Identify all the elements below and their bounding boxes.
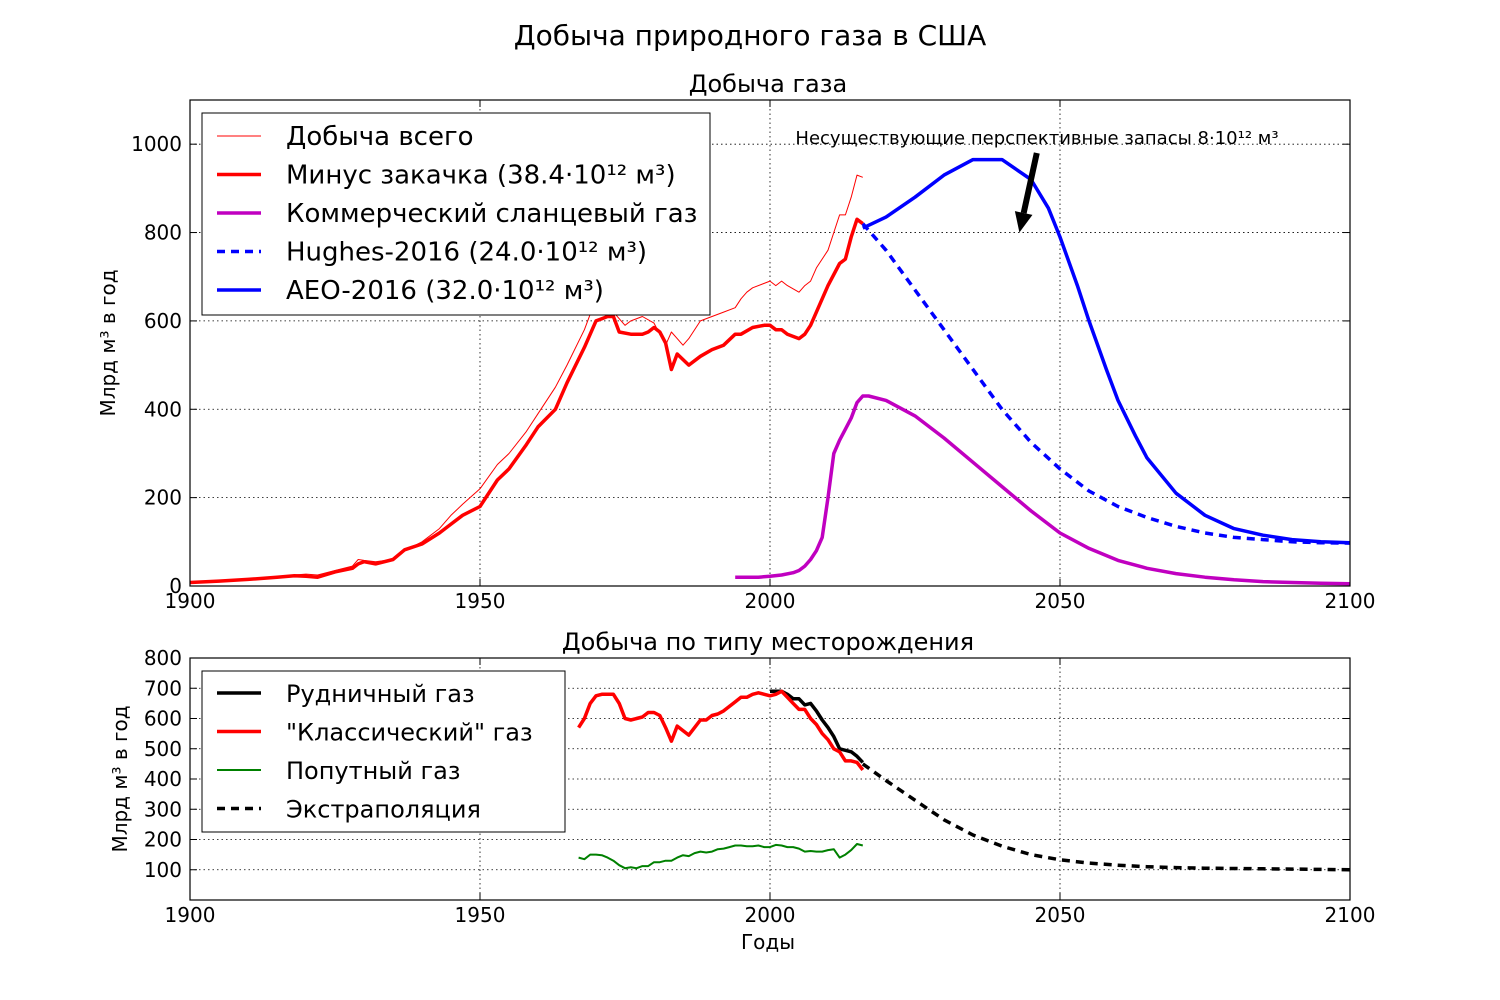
legend-label-3: Hughes-2016 (24.0·10¹² м³) [286, 238, 647, 268]
x-tick-label: 2100 [1325, 589, 1376, 613]
legend-label-0: Рудничный газ [286, 680, 475, 708]
y-tick-label: 0 [169, 574, 182, 598]
legend-label-0: Добыча всего [286, 122, 474, 152]
y-tick-label: 200 [144, 828, 182, 852]
series-production-4-line [862, 157, 1351, 545]
legend-frame-production [201, 112, 711, 316]
x-tick-label: 1900 [165, 903, 216, 927]
ticks-field-type: 1900 1950 2000 2050 2100 100 200 300 400 500 600 70… [144, 646, 1376, 927]
y-tick-label: 400 [144, 397, 182, 421]
plot-frame-field-type [189, 657, 1351, 901]
y-tick-label: 600 [144, 309, 182, 333]
y-tick-label: 500 [144, 737, 182, 761]
figure-title: Добыча природного газа в США [514, 19, 987, 52]
legend-frame-field-type [201, 670, 566, 833]
x-tick-label: 2000 [745, 903, 796, 927]
y-tick-label: 100 [144, 858, 182, 882]
x-tick-label: 2000 [745, 589, 796, 613]
legend-label-1: Минус закачка (38.4·10¹² м³) [286, 161, 676, 191]
y-tick-label: 1000 [131, 132, 182, 156]
legend-label-2: Коммерческий сланцевый газ [286, 199, 697, 229]
x-tick-label: 1950 [455, 903, 506, 927]
legend-label-3: Экстраполяция [286, 796, 481, 824]
x-tick-label: 2050 [1035, 903, 1086, 927]
series-field-type-1-line [577, 689, 865, 771]
series-field-type-2-line [578, 843, 864, 870]
legend-items-production: Добыча всего Минус закачка (38.4·10¹² м³)… [217, 122, 697, 306]
x-tick-label: 1950 [455, 589, 506, 613]
annotation-arrow [1014, 152, 1040, 233]
y-tick-label: 200 [144, 486, 182, 510]
series-field-type [577, 689, 1351, 872]
legend-label-2: Попутный газ [286, 757, 461, 785]
xlabel-field-type: Годы [741, 930, 795, 954]
legend-label-4: AEO-2016 (32.0·10¹² м³) [286, 276, 604, 306]
y-tick-label: 800 [144, 221, 182, 245]
legend-items-field-type: Рудничный газ "Классический" газ Попутный … [217, 680, 533, 824]
x-tick-label: 1900 [165, 589, 216, 613]
chart-field-type: Добыча по типу месторождения 1900 1950 200… [108, 628, 1375, 954]
chart-title-production: Добыча газа [689, 70, 847, 98]
series-production-2-line [735, 394, 1351, 586]
annotation-text: Несуществующие перспективные запасы 8·10… [795, 128, 1278, 149]
series-production-1-line [189, 217, 864, 585]
legend-field-type: Рудничный газ "Классический" газ Попутный … [201, 670, 566, 833]
ylabel-production: Млрд м³ в год [96, 269, 120, 416]
chart-production: Добыча газа 1900 1950 2000 2050 2100 0 200 400 6… [96, 70, 1375, 613]
legend-production: Добыча всего Минус закачка (38.4·10¹² м³)… [201, 112, 711, 316]
chart-title-field-type: Добыча по типу месторождения [562, 628, 974, 656]
series-production [189, 157, 1351, 586]
y-tick-label: 400 [144, 767, 182, 791]
y-tick-label: 800 [144, 646, 182, 670]
ticks-production: 1900 1950 2000 2050 2100 0 200 400 600 800 1000 [131, 100, 1375, 613]
x-tick-label: 2050 [1035, 589, 1086, 613]
y-tick-label: 600 [144, 707, 182, 731]
series-production-3-line [861, 222, 1351, 545]
plot-frame-production [189, 99, 1351, 587]
y-tick-label: 700 [144, 676, 182, 700]
y-tick-label: 300 [144, 797, 182, 821]
ylabel-field-type: Млрд м³ в год [108, 705, 132, 852]
series-field-type-3-line [861, 762, 1351, 872]
series-field-type-0-line [770, 689, 865, 764]
legend-label-1: "Классический" газ [286, 719, 533, 747]
x-tick-label: 2100 [1325, 903, 1376, 927]
